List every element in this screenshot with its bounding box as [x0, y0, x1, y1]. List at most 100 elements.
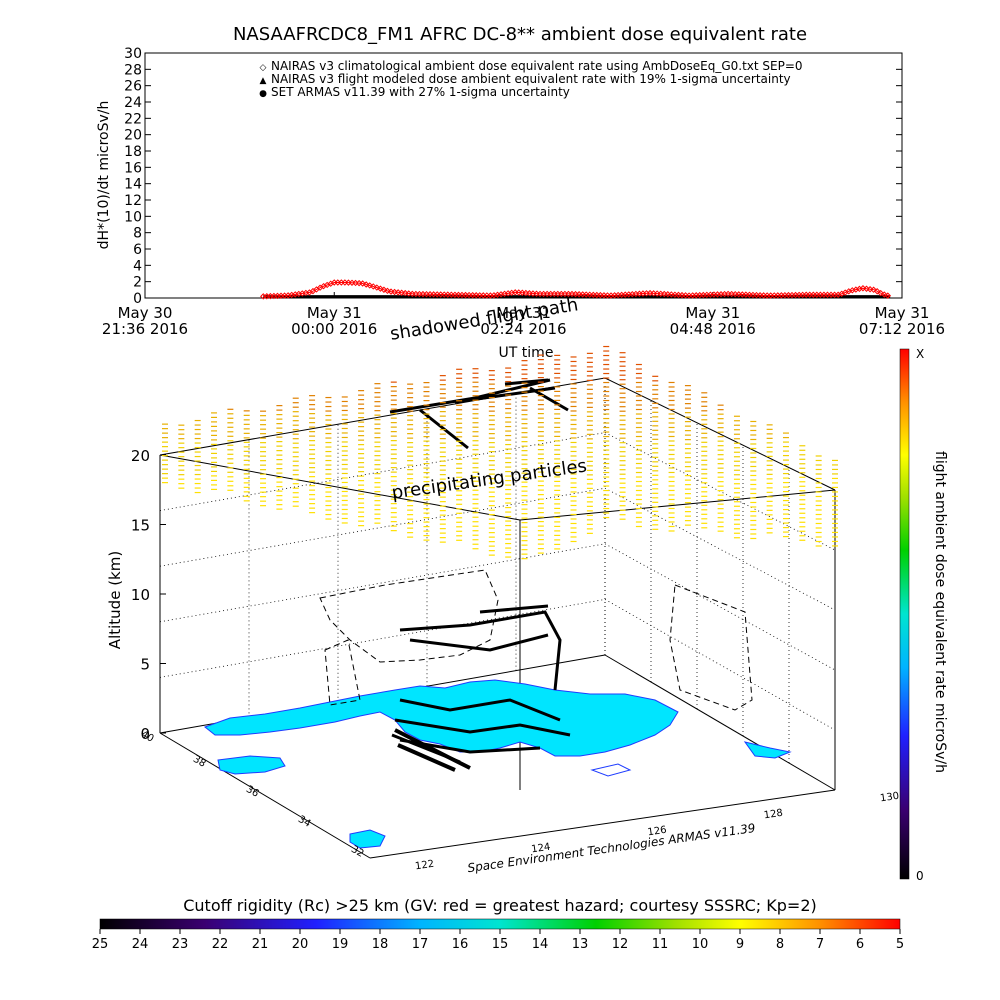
series-point-nairas-climatological: [373, 284, 381, 291]
altitude-tick-label: 5: [140, 656, 150, 674]
dose-rate-markers: [162, 345, 838, 560]
series-point-nairas-climatological: [366, 282, 373, 289]
rigidity-tick-label: 5: [896, 937, 904, 952]
altitude-tick-label: 0: [140, 725, 150, 743]
rigidity-tick-label: 15: [492, 937, 509, 952]
x-tick-label-date: May 31: [685, 304, 740, 322]
series-point-nairas-climatological: [362, 281, 370, 288]
x-tick-label-time: 00:00 2016: [291, 320, 377, 338]
rigidity-tick-label: 7: [816, 937, 824, 952]
latitude-tick-label: 38: [191, 754, 208, 770]
altitude-tick-label: 15: [131, 517, 150, 535]
grid-line-right-wall: [604, 599, 836, 731]
series-point-nairas-climatological: [870, 286, 877, 293]
series-point-nairas-climatological: [370, 283, 377, 290]
rigidity-colorbar: Cutoff rigidity (Rc) >25 km (GV: red = g…: [92, 896, 904, 952]
grid-line-right-wall: [604, 487, 836, 611]
land-island-south: [349, 829, 386, 849]
timeseries-y-axis-label: dH*(10)/dt microSv/h: [96, 101, 112, 250]
x-tick-label-date: May 31: [496, 304, 551, 322]
y-tick-label: 12: [124, 193, 142, 209]
altitude-tick-label: 10: [131, 586, 150, 604]
rigidity-tick-label: 14: [532, 937, 549, 952]
box-base-left-edge: [159, 732, 371, 859]
coast-lake: [590, 763, 632, 777]
y-tick-label: 2: [133, 275, 142, 291]
shadow-projection-center: [319, 569, 499, 663]
altitude-axis-label: Altitude (km): [106, 551, 124, 649]
longitude-tick-label: 130: [879, 791, 899, 805]
dose-colorbar-gradient: [899, 348, 910, 880]
rigidity-tick-label: 9: [736, 937, 744, 952]
footer-credit: Space Environment Technologies ARMAS v11…: [467, 821, 757, 875]
rigidity-tick-label: 8: [776, 937, 784, 952]
longitude-tick-label: 126: [647, 825, 667, 839]
land-peninsula-southwest: [217, 755, 286, 775]
legend-marker-nairas-flight: ▲: [260, 76, 267, 86]
land-island-east: [743, 741, 792, 759]
rigidity-colorbar-gradient: [99, 918, 901, 930]
series-point-nairas-climatological: [377, 285, 384, 292]
dose-colorbar-label: flight ambient dose equivalent rate micr…: [932, 451, 948, 773]
y-tick-label: 22: [124, 111, 142, 127]
rigidity-tick-label: 17: [412, 937, 429, 952]
x-tick-label-time: 04:48 2016: [670, 320, 756, 338]
grid-line-right-wall: [604, 543, 836, 671]
y-tick-label: 0: [133, 291, 142, 307]
y-tick-label: 24: [124, 95, 142, 111]
box-frame: [159, 377, 836, 859]
y-tick-label: 10: [124, 209, 142, 225]
rigidity-colorbar-ticks: 25 24 23 22 21 20 19 18 17 16 15 14 13 12 11 10 9 8 7 6 5: [92, 929, 904, 952]
dose-colorbar: X 0 flight ambient dose equivalent rate …: [899, 347, 948, 883]
flight-track-lower: [391, 698, 571, 764]
series-point-nairas-climatological: [380, 286, 388, 293]
flight-track-ground-projection: [394, 728, 471, 772]
rigidity-tick-label: 23: [172, 937, 189, 952]
y-tick-label: 4: [133, 258, 142, 274]
longitude-tick-label: 128: [763, 808, 783, 822]
flight-track-middle: [399, 604, 562, 691]
y-tick-label: 26: [124, 79, 142, 95]
x-tick-label-time: 21:36 2016: [102, 320, 188, 338]
box-base-front-edge: [369, 789, 836, 859]
x-tick-label-time: 02:24 2016: [480, 320, 566, 338]
y-tick-label: 6: [133, 242, 142, 258]
grid-line-back-wall: [159, 432, 606, 511]
rigidity-tick-label: 21: [252, 937, 269, 952]
box-gridlines: [159, 392, 836, 763]
series-point-nairas-climatological: [359, 280, 366, 287]
x-tick-label-date: May 30: [118, 304, 173, 322]
y-tick-label: 18: [124, 144, 142, 160]
rigidity-tick-label: 22: [212, 937, 229, 952]
y-tick-label: 8: [133, 226, 142, 242]
grid-line-back-wall: [159, 543, 606, 623]
timeseries-series: [260, 279, 892, 300]
y-tick-label: 14: [124, 177, 142, 193]
rigidity-colorbar-title: Cutoff rigidity (Rc) >25 km (GV: red = g…: [183, 896, 817, 915]
longitude-tick-label: 122: [414, 859, 434, 873]
box-floor-right-edge: [604, 654, 836, 791]
rigidity-tick-label: 11: [652, 937, 669, 952]
rigidity-tick-label: 12: [612, 937, 629, 952]
series-point-nairas-climatological: [873, 288, 881, 295]
flight-path-tracks: [389, 378, 571, 772]
box-back-right-edge: [604, 377, 836, 491]
shadow-projections: [319, 569, 753, 711]
altitude-ticks: 0 5 10 15 20: [131, 447, 166, 743]
y-tick-label: 28: [124, 62, 142, 78]
flight-track-upper: [389, 378, 569, 450]
series-point-nairas-climatological: [877, 289, 884, 297]
longitude-ticks: 122 124 126 128 130: [414, 791, 899, 873]
rigidity-tick-label: 16: [452, 937, 469, 952]
y-tick-label: 30: [124, 46, 142, 62]
legend-marker-nairas-climatological: ◇: [260, 63, 267, 73]
timeseries-legend: ◇ NAIRAS v3 climatological ambient dose …: [259, 59, 802, 99]
rigidity-tick-label: 18: [372, 937, 389, 952]
grid-line-back-wall: [159, 599, 606, 678]
legend-entry-nairas-flight: NAIRAS v3 flight modeled dose ambient eq…: [271, 72, 791, 86]
rigidity-tick-label: 20: [292, 937, 309, 952]
